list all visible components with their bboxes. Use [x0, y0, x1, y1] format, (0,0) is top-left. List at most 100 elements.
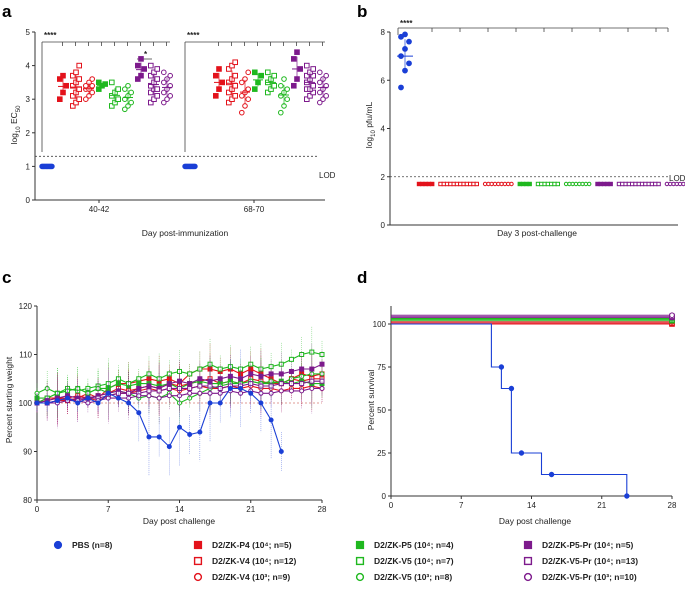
panel-a-point [307, 93, 313, 99]
panel-a-point [148, 99, 154, 106]
panel-letter-b: b [357, 2, 367, 21]
panel-a-point [317, 89, 323, 96]
legend-marker [523, 556, 533, 566]
panel-a-x-axis-title: Day post-immunization [142, 228, 229, 238]
panel-a-point [252, 69, 258, 76]
panel-d-y-axis-title: Percent survival [366, 370, 376, 431]
panel-a-point [161, 79, 167, 86]
panel-c-y-tick-label: 90 [23, 448, 32, 457]
panel-c-point [268, 371, 274, 377]
panel-a-point [128, 99, 134, 106]
panel-a-y-tick-label: 0 [26, 196, 31, 205]
panel-a-point [216, 66, 222, 72]
panel-b-y-tick-label: 8 [381, 28, 386, 37]
panel-c-point [156, 376, 162, 382]
panel-c-point [166, 371, 172, 377]
panel-a-point [229, 62, 235, 69]
panel-b-chart: 0 2 4 6 8 [381, 27, 685, 230]
legend-label: PBS (n=8) [72, 540, 113, 550]
panel-c-point [95, 400, 101, 406]
panel-c-point [278, 388, 284, 394]
panel-a-point [76, 62, 83, 69]
panel-c-point [258, 390, 264, 396]
legend-label: D2/ZK-V5-Pr (10⁴; n=13) [542, 556, 638, 566]
panel-a-point [278, 109, 284, 116]
panel-a-group-label-2: 68-70 [244, 205, 265, 214]
panel-c-point [146, 393, 152, 399]
panel-c-y-axis-title: Percent starting weight [4, 356, 14, 443]
panel-a-point [122, 96, 128, 102]
panel-a-point [323, 72, 330, 79]
panel-b-point [402, 31, 408, 38]
legend-marker [355, 572, 365, 582]
panel-c-y-tick-label: 110 [19, 351, 32, 360]
panel-a-point [109, 79, 115, 86]
panel-a-point [128, 89, 134, 96]
panel-d-y-tick-label: 75 [377, 363, 386, 372]
panel-c-point [34, 400, 40, 406]
panel-c-point [105, 395, 111, 401]
panel-a-point [265, 89, 271, 96]
panel-a-y-tick-label: 4 [26, 62, 31, 71]
panel-c-point [319, 352, 325, 357]
panel-c-point [146, 434, 152, 440]
panel-a-significance-2: **** [187, 31, 200, 40]
panel-b-point [681, 181, 685, 187]
panel-c-point [197, 390, 203, 396]
panel-b-lod-label: LOD [669, 174, 685, 183]
panel-a-point [96, 79, 102, 86]
panel-a-point [284, 86, 291, 92]
panel-a-point [192, 163, 198, 170]
panel-a-point [245, 86, 251, 92]
panel-c-point [268, 417, 274, 423]
panel-a-point [89, 89, 95, 96]
panel-c-point [177, 424, 182, 430]
panel-a-point [167, 93, 173, 99]
panel-a-point [148, 72, 154, 79]
legend-marker [523, 572, 533, 582]
panel-c-point [156, 388, 162, 394]
panel-b-y-axis-title: log10 pfu/mL [364, 102, 377, 149]
panel-c-point [166, 444, 172, 450]
panel-d-y-tick-label: 0 [382, 492, 387, 501]
panel-a-point [154, 76, 160, 82]
panel-b-point [656, 181, 661, 187]
panel-a-point [310, 82, 316, 89]
panel-c-x-tick-label: 21 [246, 505, 255, 514]
panel-d-x-tick-label: 28 [668, 501, 677, 510]
panel-a-point [294, 49, 300, 55]
panel-c-point [278, 449, 284, 454]
panel-c-y-tick-label: 120 [19, 302, 33, 311]
panel-b-point [527, 181, 532, 187]
panel-a-point [63, 82, 70, 89]
panel-d-y-tick-label: 100 [373, 320, 387, 329]
panel-a-point [102, 81, 109, 87]
panel-a-point [70, 103, 76, 109]
panel-b-point [430, 181, 435, 187]
panel-a-point [291, 56, 297, 62]
panel-b-y-tick-label: 0 [381, 221, 386, 230]
panel-a-point [167, 82, 173, 89]
panel-b-y-tick-label: 4 [381, 125, 386, 134]
panel-letter-d: d [357, 268, 367, 287]
panel-d-pbs-point [624, 493, 630, 499]
panel-c-point [258, 400, 264, 406]
panel-b-x-axis-title: Day 3 post-challenge [497, 228, 577, 238]
panel-c-point [136, 410, 142, 416]
panel-c-x-tick-label: 0 [35, 505, 40, 514]
panel-a-point [226, 66, 232, 72]
panel-a-point [317, 69, 323, 76]
legend-marker [355, 540, 365, 550]
panel-a-point [60, 72, 66, 79]
panel-c-x-axis-title: Day post challenge [143, 516, 216, 526]
panel-a-y-tick-label: 5 [26, 28, 31, 37]
panel-c-point [207, 383, 213, 389]
panel-a-point [57, 76, 63, 82]
panel-c-point [217, 400, 223, 406]
panel-a-point [83, 82, 89, 89]
panel-a-y-tick-label: 1 [26, 162, 31, 171]
panel-a-point [226, 79, 232, 86]
panel-c-point [75, 400, 81, 406]
panel-a-point [232, 72, 238, 79]
panel-c-point [156, 395, 162, 401]
